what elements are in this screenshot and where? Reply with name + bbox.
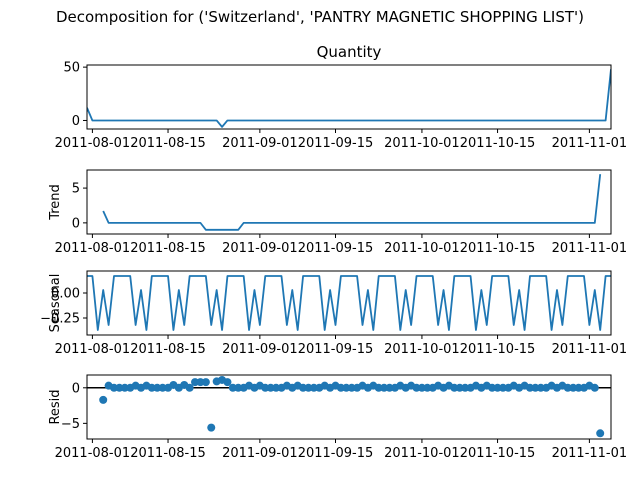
y-tick-label: 0 [72, 216, 80, 231]
x-tick-label: 2011-08-01 [55, 342, 131, 357]
series-line [102, 174, 602, 231]
resid-point [596, 429, 605, 438]
y-axis-label: Resid [48, 389, 63, 424]
x-tick-label: 2011-11-01 [552, 136, 628, 151]
panel-3: 0 −5 2011-08-01 2011-08-15 2011-09-01 2011-09… [48, 374, 628, 461]
axes-frame [86, 169, 612, 235]
axes-frame [86, 374, 612, 440]
y-tick-label: 0 [72, 381, 80, 396]
x-tick-label: 2011-08-01 [55, 136, 131, 151]
x-tick-label: 2011-10-15 [460, 136, 536, 151]
resid-point [99, 395, 108, 404]
y-tick-label: 0 [72, 114, 80, 129]
x-tick-label: 2011-08-15 [130, 241, 206, 256]
resid-point [207, 423, 216, 432]
x-tick-label: 2011-08-15 [130, 136, 206, 151]
y-axis-label: Seasonal [48, 274, 63, 333]
axes-frame [86, 270, 612, 336]
x-tick-label: 2011-10-15 [460, 241, 536, 256]
y-tick-label: −5 [61, 417, 80, 432]
x-tick-label: 2011-10-01 [384, 342, 460, 357]
x-tick-label: 2011-08-15 [130, 446, 206, 461]
resid-point [201, 378, 210, 387]
x-tick-label: 2011-09-15 [298, 241, 374, 256]
resid-point [223, 378, 232, 387]
plot-area [102, 174, 602, 231]
resid-point [185, 383, 194, 392]
panel-title: Quantity [317, 43, 382, 61]
y-axis-label: Trend [48, 184, 63, 221]
x-tick-label: 2011-10-01 [384, 241, 460, 256]
y-tick-label: −0.25 [40, 312, 80, 327]
x-tick-label: 2011-08-15 [130, 342, 206, 357]
series-line [87, 275, 611, 331]
x-tick-label: 2011-10-15 [460, 446, 536, 461]
axes-frame [86, 64, 612, 130]
x-tick-label: 2011-10-15 [460, 342, 536, 357]
x-tick-label: 2011-09-01 [222, 136, 298, 151]
series-line [87, 69, 611, 128]
plot-area [87, 69, 611, 128]
panel-0: 0 50 2011-08-01 2011-08-15 2011-09-01 2011-09… [55, 43, 628, 151]
x-tick-label: 2011-11-01 [552, 446, 628, 461]
x-tick-label: 2011-10-01 [384, 136, 460, 151]
figure-suptitle: Decomposition for ('Switzerland', 'PANTR… [56, 8, 584, 26]
x-tick-label: 2011-09-01 [222, 241, 298, 256]
y-tick-label: 50 [63, 61, 80, 76]
y-tick-label: 0.00 [51, 287, 80, 302]
resid-point [590, 383, 599, 392]
x-tick-label: 2011-09-01 [222, 446, 298, 461]
x-tick-label: 2011-08-01 [55, 241, 131, 256]
x-tick-label: 2011-11-01 [552, 241, 628, 256]
x-tick-label: 2011-11-01 [552, 342, 628, 357]
x-tick-label: 2011-09-01 [222, 342, 298, 357]
x-tick-label: 2011-08-01 [55, 446, 131, 461]
plot-area [87, 275, 611, 331]
x-tick-label: 2011-09-15 [298, 446, 374, 461]
x-tick-label: 2011-09-15 [298, 342, 374, 357]
x-tick-label: 2011-09-15 [298, 136, 374, 151]
x-tick-label: 2011-10-01 [384, 446, 460, 461]
y-tick-label: 5 [72, 182, 80, 197]
panel-1: 0 5 2011-08-01 2011-08-15 2011-09-01 2011-09-… [48, 169, 628, 256]
plot-area [99, 375, 605, 438]
